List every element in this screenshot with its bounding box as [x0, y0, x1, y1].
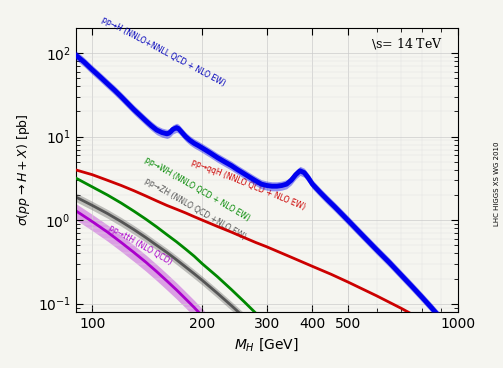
Text: pp→qqH (NNLO QCD + NLO EW): pp→qqH (NNLO QCD + NLO EW): [190, 158, 307, 212]
Text: $\backslash$s= 14 TeV: $\backslash$s= 14 TeV: [371, 36, 443, 52]
Y-axis label: $\sigma(pp \rightarrow H+X)$ [pb]: $\sigma(pp \rightarrow H+X)$ [pb]: [15, 113, 32, 226]
Text: pp→H (NNLO+NNLL QCD + NLO EW): pp→H (NNLO+NNLL QCD + NLO EW): [100, 15, 227, 88]
Text: pp→ttH (NLO QCD): pp→ttH (NLO QCD): [108, 223, 174, 266]
Text: pp→WH (NNLO QCD + NLO EW): pp→WH (NNLO QCD + NLO EW): [143, 155, 252, 223]
Text: LHC HIGGS XS WG 2010: LHC HIGGS XS WG 2010: [494, 142, 500, 226]
X-axis label: $M_H$ [GeV]: $M_H$ [GeV]: [234, 336, 299, 353]
Text: pp→ZH (NNLO QCD +NLO EW): pp→ZH (NNLO QCD +NLO EW): [143, 176, 248, 241]
